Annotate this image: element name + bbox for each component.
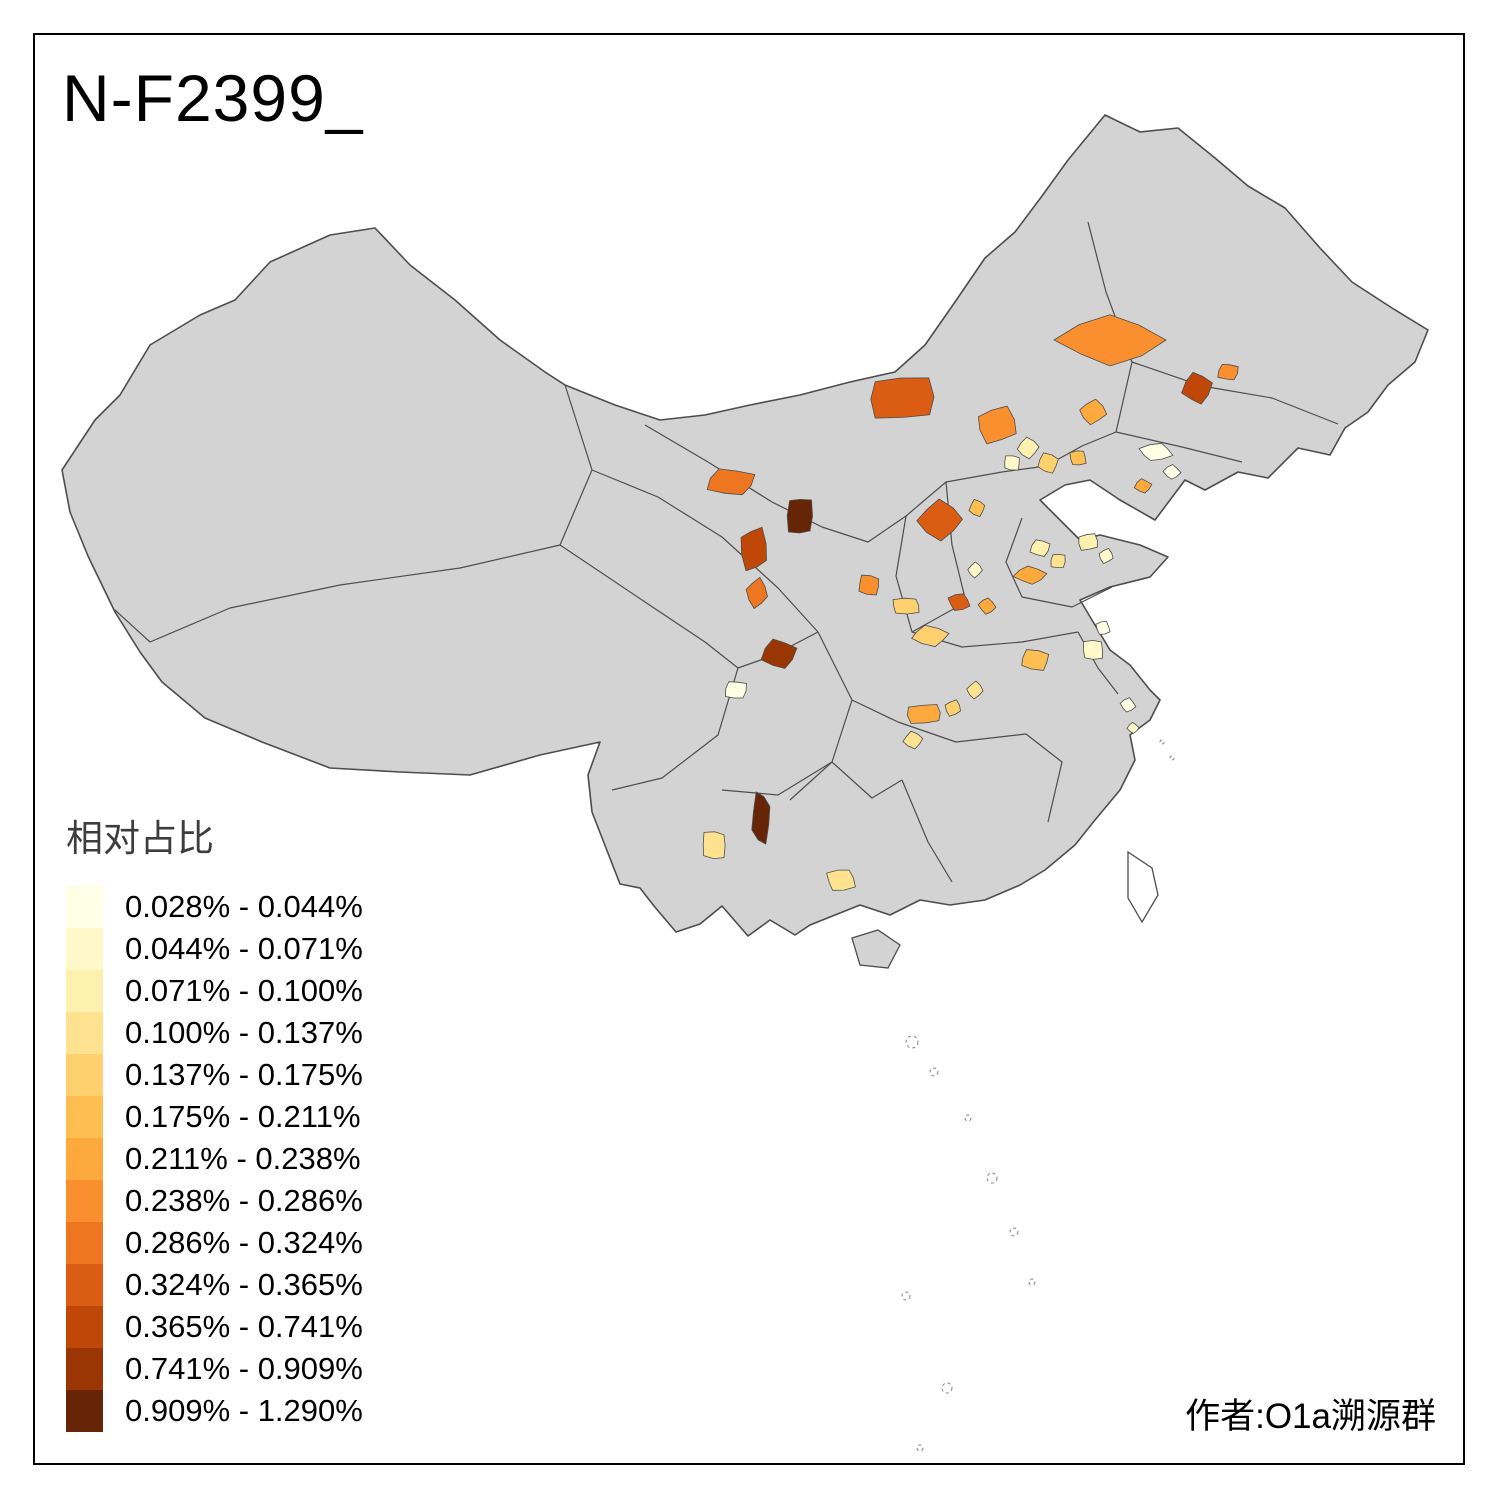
legend-title: 相对占比: [66, 818, 214, 859]
region-highlight: [745, 576, 768, 610]
legend-swatch: [66, 1138, 103, 1180]
legend-item: 0.286% - 0.324%: [66, 1222, 363, 1264]
region-highlight: [826, 869, 856, 891]
region-highlight: [916, 498, 964, 542]
legend-label: 0.741% - 0.909%: [125, 1351, 363, 1386]
region-highlight: [1138, 442, 1174, 461]
legend-item: 0.028% - 0.044%: [66, 886, 363, 928]
legend-swatch: [66, 1390, 103, 1432]
legend-item: 0.909% - 1.290%: [66, 1390, 363, 1432]
region-highlight: [760, 638, 798, 669]
region-highlight: [1029, 539, 1051, 557]
region-highlight: [1012, 565, 1048, 585]
region-highlight: [1217, 363, 1239, 381]
china-outline: [61, 114, 1429, 937]
legend-item: 0.741% - 0.909%: [66, 1348, 363, 1390]
region-highlight: [966, 680, 984, 700]
region-highlight: [725, 681, 747, 699]
region-highlight: [858, 574, 880, 596]
legend: 相对占比 0.028% - 0.044% 0.044% - 0.071% 0.071…: [66, 808, 363, 1432]
region-highlight: [1181, 371, 1213, 405]
region-highlight: [870, 377, 935, 419]
legend-item: 0.324% - 0.365%: [66, 1264, 363, 1306]
legend-items: 0.028% - 0.044% 0.044% - 0.071% 0.071% - 0…: [66, 886, 363, 1432]
legend-item: 0.137% - 0.175%: [66, 1054, 363, 1096]
region-highlight: [751, 791, 771, 845]
legend-label: 0.071% - 0.100%: [125, 973, 363, 1008]
region-highlight: [1050, 553, 1066, 568]
legend-item: 0.175% - 0.211%: [66, 1096, 363, 1138]
hainan-island: [851, 929, 901, 969]
region-highlight: [902, 730, 924, 750]
legend-label: 0.324% - 0.365%: [125, 1267, 363, 1302]
region-highlight: [1082, 639, 1103, 660]
legend-swatch: [66, 1264, 103, 1306]
south-china-sea-islands: [901, 739, 1175, 1452]
region-highlight: [977, 597, 997, 615]
region-highlight: [1053, 314, 1167, 367]
region-highlight: [967, 561, 983, 579]
legend-swatch: [66, 1348, 103, 1390]
region-highlight: [1095, 620, 1111, 635]
region-highlight: [1079, 398, 1108, 426]
region-highlight: [1016, 436, 1040, 460]
legend-swatch: [66, 970, 103, 1012]
region-highlight: [1037, 452, 1059, 474]
legend-swatch: [66, 886, 103, 928]
legend-item: 0.044% - 0.071%: [66, 928, 363, 970]
legend-swatch: [66, 1054, 103, 1096]
legend-item: 0.100% - 0.137%: [66, 1012, 363, 1054]
region-highlight: [786, 498, 813, 534]
legend-item: 0.211% - 0.238%: [66, 1138, 363, 1180]
region-highlight: [947, 593, 971, 611]
region-highlight: [1126, 721, 1140, 734]
legend-label: 0.211% - 0.238%: [125, 1141, 361, 1176]
region-highlight: [1133, 478, 1153, 494]
author-credit: 作者:O1a溯源群: [1185, 1397, 1436, 1436]
region-highlight: [1119, 697, 1137, 713]
legend-label: 0.100% - 0.137%: [125, 1015, 363, 1050]
region-highlight: [706, 468, 756, 496]
region-highlight: [1004, 455, 1020, 471]
legend-label: 0.286% - 0.324%: [125, 1225, 363, 1260]
region-highlight: [944, 699, 961, 717]
legend-swatch: [66, 1222, 103, 1264]
legend-swatch: [66, 1180, 103, 1222]
region-highlight: [702, 831, 726, 860]
region-highlight: [1098, 547, 1114, 565]
region-highlight: [968, 498, 986, 518]
legend-swatch: [66, 1096, 103, 1138]
region-highlight: [1162, 464, 1182, 480]
highlight-regions: [702, 314, 1239, 891]
legend-label: 0.909% - 1.290%: [125, 1393, 363, 1428]
region-highlight: [906, 704, 941, 724]
legend-label: 0.175% - 0.211%: [125, 1099, 361, 1134]
region-highlight: [1021, 649, 1050, 671]
taiwan-island: [1127, 850, 1159, 924]
legend-label: 0.238% - 0.286%: [125, 1183, 363, 1218]
legend-label: 0.137% - 0.175%: [125, 1057, 363, 1092]
legend-label: 0.044% - 0.071%: [125, 931, 363, 966]
map-title: N-F2399_: [62, 61, 364, 135]
legend-label: 0.028% - 0.044%: [125, 889, 363, 924]
region-highlight: [911, 624, 950, 648]
legend-swatch: [66, 1012, 103, 1054]
legend-item: 0.071% - 0.100%: [66, 970, 363, 1012]
legend-label: 0.365% - 0.741%: [125, 1309, 363, 1344]
region-highlight: [1069, 450, 1087, 466]
region-highlight: [892, 597, 920, 615]
legend-swatch: [66, 1306, 103, 1348]
region-highlight: [740, 526, 767, 572]
region-highlight: [1078, 533, 1098, 551]
legend-item: 0.238% - 0.286%: [66, 1180, 363, 1222]
legend-item: 0.365% - 0.741%: [66, 1306, 363, 1348]
legend-swatch: [66, 928, 103, 970]
region-highlight: [977, 405, 1017, 445]
